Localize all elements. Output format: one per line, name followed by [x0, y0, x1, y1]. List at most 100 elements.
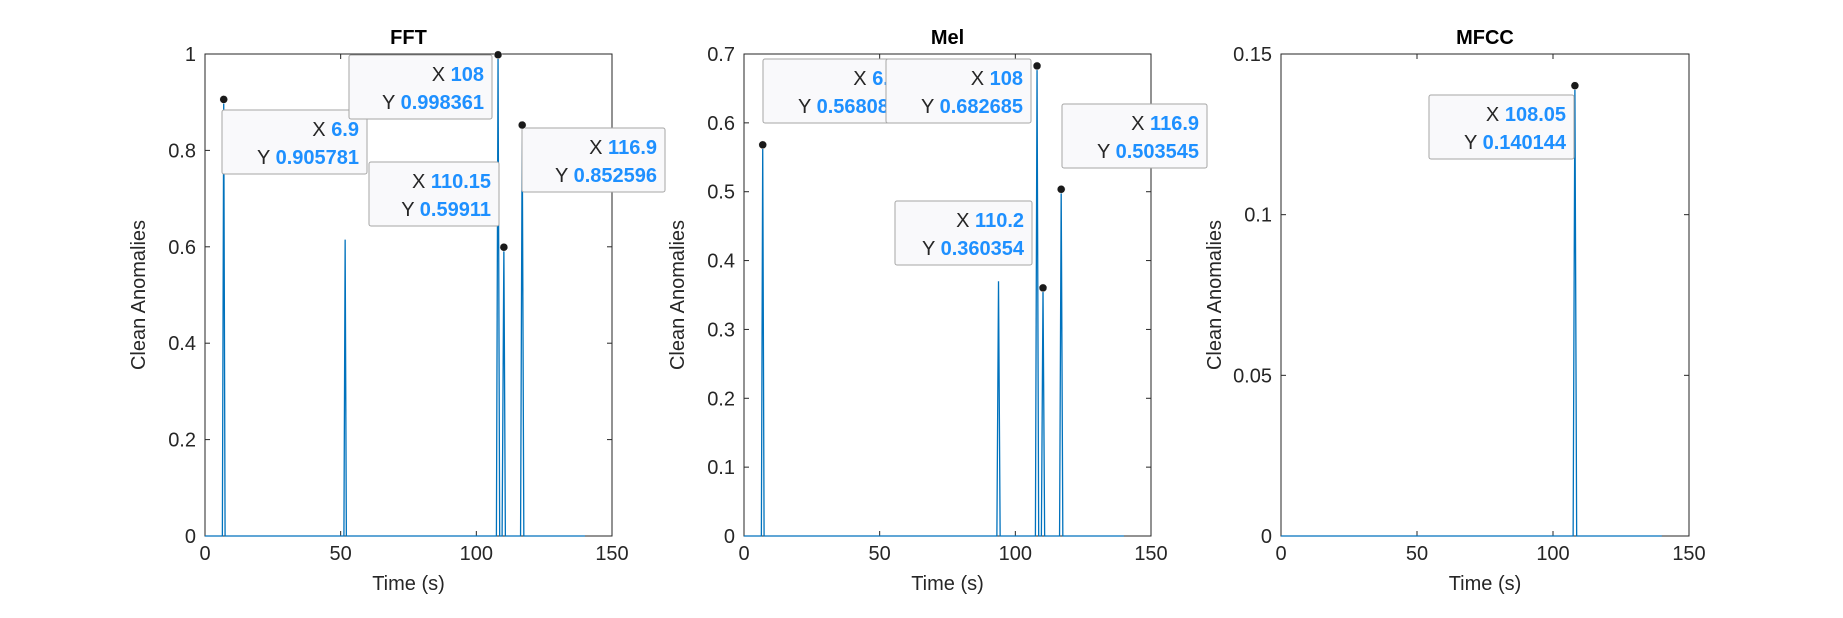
datatip-x-value: 110.15 [431, 171, 491, 193]
datatip[interactable]: X 110.2 Y 0.360354 [894, 200, 1033, 266]
y-tick-label: 0.7 [707, 44, 735, 66]
y-tick-label: 0.1 [707, 457, 735, 479]
x-tick-label: 50 [869, 543, 891, 565]
x-tick-label: 150 [1672, 543, 1705, 565]
datatip-marker[interactable] [493, 50, 503, 60]
datatip-y-prefix: Y [257, 147, 276, 169]
datatip-x-prefix: X [432, 64, 451, 86]
datatip-marker[interactable] [499, 242, 509, 252]
datatip-x-text: X 108 [432, 64, 484, 86]
y-tick-label: 0.4 [707, 251, 735, 273]
datatip[interactable]: X 108 Y 0.682685 [885, 58, 1032, 124]
datatip-marker[interactable] [758, 140, 767, 150]
datatip-y-text: Y 0.852596 [555, 165, 657, 187]
datatip-box [521, 127, 666, 193]
datatip-y-value: 0.59911 [420, 199, 491, 221]
datatip-y-text: Y 0.998361 [382, 92, 484, 114]
x-tick-label: 150 [595, 543, 628, 565]
y-tick-label: 0.8 [168, 140, 196, 162]
datatip-box [1061, 103, 1208, 169]
datatip-box [1428, 94, 1575, 160]
datatip-x-value: 116.9 [1150, 113, 1199, 135]
datatip[interactable]: X 116.9 Y 0.503545 [1061, 103, 1208, 169]
y-tick-label: 0.15 [1233, 44, 1272, 66]
datatip-y-text: Y 0.503545 [1097, 141, 1199, 163]
x-axis-label: Time (s) [1449, 573, 1522, 595]
datatip-y-value: 0.905781 [276, 147, 359, 169]
datatip-marker[interactable] [1570, 81, 1580, 90]
datatip-y-value: 0.682685 [940, 96, 1023, 118]
datatip-x-text: X 116.9 [1131, 113, 1199, 135]
datatip[interactable]: X 108.05 Y 0.140144 [1428, 94, 1575, 160]
datatip-marker[interactable] [1056, 185, 1066, 194]
x-tick-label: 100 [460, 543, 493, 565]
datatip-y-text: Y 0.682685 [921, 96, 1023, 118]
x-axis-label: Time (s) [911, 573, 984, 595]
datatip-y-prefix: Y [1464, 132, 1483, 154]
datatip-marker[interactable] [517, 120, 527, 130]
y-tick-label: 0.3 [707, 319, 735, 341]
datatip-y-text: Y 0.59911 [401, 199, 491, 221]
datatip-x-value: 108 [451, 64, 484, 86]
datatip-marker[interactable] [1032, 61, 1042, 71]
x-tick-label: 50 [1406, 543, 1428, 565]
y-tick-label: 0.2 [707, 388, 735, 410]
datatip-y-prefix: Y [921, 96, 940, 118]
y-tick-label: 0.6 [168, 237, 196, 259]
datatip-x-value: 6.9 [331, 119, 359, 141]
datatip-x-prefix: X [412, 171, 431, 193]
datatip[interactable]: X 116.9 Y 0.852596 [521, 127, 666, 193]
datatip-x-value: 108.05 [1505, 104, 1566, 126]
chart-title: FFT [390, 27, 427, 49]
y-tick-label: 0.2 [168, 430, 196, 452]
x-tick-label: 0 [738, 543, 749, 565]
datatip-box [894, 200, 1033, 266]
chart-title: Mel [931, 27, 964, 49]
datatip-marker[interactable] [1038, 283, 1048, 293]
datatip-marker[interactable] [219, 95, 228, 104]
x-axis-label: Time (s) [372, 573, 445, 595]
datatip-y-value: 0.852596 [574, 165, 657, 187]
datatip-y-prefix: Y [401, 199, 420, 221]
datatip-box [885, 58, 1032, 124]
y-axis-label: Clean Anomalies [128, 220, 150, 370]
datatip-x-value: 116.9 [608, 137, 657, 159]
subplot-mfcc: 0 50 100 150 0 0.05 0.1 0.15 MFCC Time (s) Clean A… [1204, 27, 1706, 595]
datatip-x-prefix: X [853, 68, 872, 90]
datatip-box [221, 109, 368, 175]
y-axis-label: Clean Anomalies [1204, 220, 1226, 370]
datatip-x-text: X 110.2 [956, 210, 1024, 232]
x-tick-label: 100 [1536, 543, 1569, 565]
datatip[interactable]: X 108 Y 0.998361 [348, 54, 493, 120]
y-tick-label: 0.4 [168, 333, 196, 355]
y-tick-label: 0.1 [1244, 205, 1272, 227]
y-axis-label: Clean Anomalies [667, 220, 689, 370]
datatip-x-text: X 6.9 [312, 119, 359, 141]
y-tick-label: 0.6 [707, 113, 735, 135]
datatip[interactable]: X 6.9 Y 0.905781 [221, 109, 368, 175]
x-tick-label: 0 [199, 543, 210, 565]
datatip-x-text: X 110.15 [412, 171, 491, 193]
x-tick-label: 50 [330, 543, 352, 565]
y-tick-label: 0.5 [707, 182, 735, 204]
x-tick-label: 100 [999, 543, 1032, 565]
datatip-x-text: X 116.9 [589, 137, 657, 159]
datatip-box [348, 54, 493, 120]
datatip-y-text: Y 0.905781 [257, 147, 359, 169]
datatip-y-prefix: Y [798, 96, 817, 118]
datatip-y-value: 0.998361 [401, 92, 484, 114]
datatip-y-value: 0.140144 [1483, 132, 1567, 154]
datatip-x-prefix: X [589, 137, 608, 159]
y-tick-label: 0 [1261, 526, 1272, 548]
datatip-x-prefix: X [312, 119, 331, 141]
datatip-x-text: X 108 [971, 68, 1023, 90]
datatip-y-text: Y 0.140144 [1464, 132, 1567, 154]
datatip-x-prefix: X [1486, 104, 1505, 126]
chart-title: MFCC [1456, 27, 1514, 49]
datatip-y-value: 0.568089 [817, 96, 900, 118]
datatip-y-prefix: Y [1097, 141, 1116, 163]
datatip[interactable]: X 110.15 Y 0.59911 [368, 161, 500, 227]
x-tick-label: 0 [1275, 543, 1286, 565]
